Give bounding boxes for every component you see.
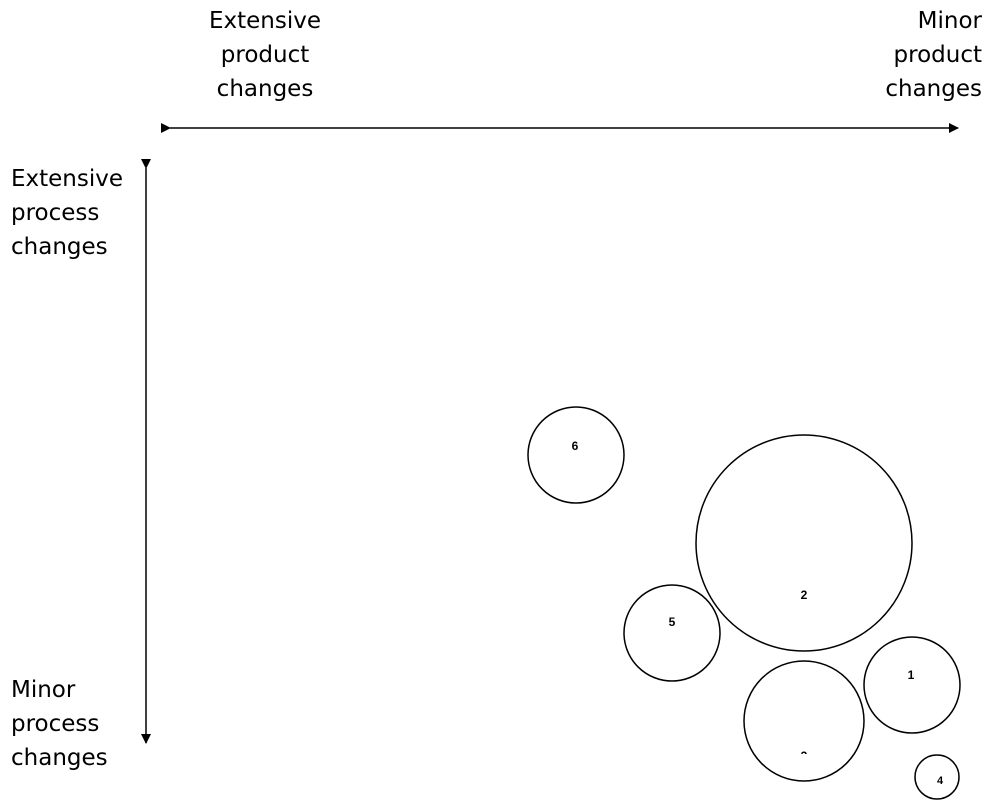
bubble-2: 2 [695, 434, 913, 652]
bubble-2-label: 2 [801, 588, 808, 602]
bubble-3-label: 3 [801, 749, 808, 763]
bubble-6: 6 [527, 406, 625, 504]
y-axis-top-label: Extensive process changes [11, 166, 124, 260]
x-axis-right-label: Minor product changes [885, 8, 982, 102]
bubble-5-label: 5 [669, 615, 676, 629]
bubble-4-label: 4 [937, 775, 944, 787]
bubble-3: 3 [743, 660, 865, 782]
y-axis-bottom-label: Minor process changes [11, 677, 108, 771]
x-axis-left-label: Extensive product changes [208, 8, 322, 102]
bubble-1-label: 1 [908, 668, 915, 682]
bubble-6-label: 6 [572, 439, 579, 453]
bubble-1: 1 [863, 636, 961, 734]
bubble-4: 4 [914, 754, 960, 800]
bubble-5: 5 [623, 584, 721, 682]
